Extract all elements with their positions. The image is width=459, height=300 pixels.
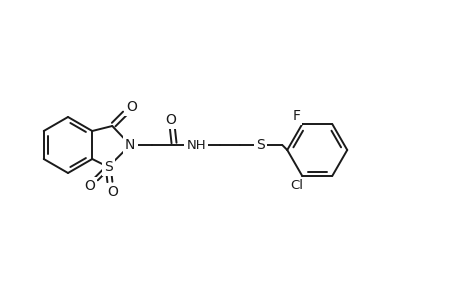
Text: O: O — [106, 185, 118, 199]
Text: O: O — [84, 179, 95, 193]
Text: S: S — [104, 160, 112, 174]
Text: N: N — [125, 138, 135, 152]
Text: F: F — [291, 109, 300, 123]
Text: O: O — [164, 113, 175, 127]
Text: O: O — [126, 100, 136, 114]
Text: NH: NH — [186, 139, 206, 152]
Text: S: S — [255, 138, 264, 152]
Text: Cl: Cl — [290, 179, 303, 193]
